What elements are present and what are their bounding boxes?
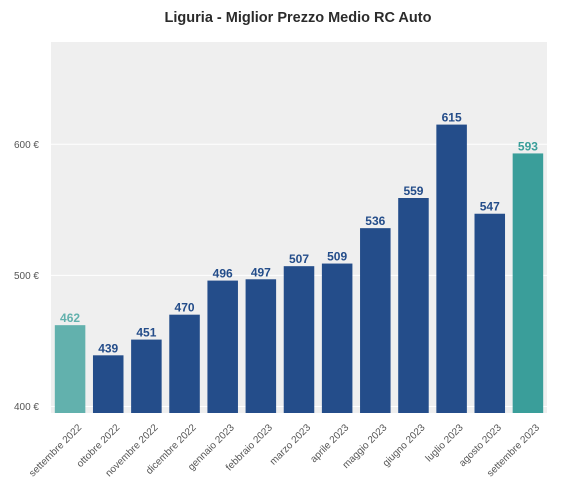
y-tick-label: 600 € xyxy=(14,140,39,151)
value-label: 507 xyxy=(289,252,309,266)
chart-title: Liguria - Miglior Prezzo Medio RC Auto xyxy=(165,10,432,26)
bar xyxy=(207,280,238,413)
value-label: 509 xyxy=(327,250,347,264)
value-label: 496 xyxy=(213,267,233,281)
value-label: 536 xyxy=(365,214,385,228)
bar xyxy=(436,124,467,414)
bar xyxy=(245,279,277,413)
y-axis-tick-labels: 400 € 500 € 600 € xyxy=(14,140,39,413)
bar xyxy=(321,263,353,413)
bar xyxy=(92,355,124,413)
value-label: 462 xyxy=(60,311,80,325)
value-label: 451 xyxy=(136,326,156,340)
bar xyxy=(398,198,429,413)
x-tick-label: marzo 2023 xyxy=(268,422,313,467)
value-label: 497 xyxy=(251,265,271,279)
bar xyxy=(474,213,506,413)
y-tick-label: 500 € xyxy=(14,271,39,282)
bars xyxy=(54,124,544,414)
value-label: 439 xyxy=(98,341,118,355)
bar xyxy=(169,314,200,413)
x-tick-label: settembre 2022 xyxy=(27,422,84,479)
value-label: 470 xyxy=(175,301,195,315)
y-tick-label: 400 € xyxy=(14,402,39,413)
bar xyxy=(283,266,315,413)
bar xyxy=(360,228,391,413)
value-label: 559 xyxy=(403,184,423,198)
value-label: 593 xyxy=(518,139,538,153)
value-label: 547 xyxy=(480,200,500,214)
value-label: 615 xyxy=(442,111,462,125)
bar xyxy=(54,325,86,413)
value-labels: 462 439 451 470 496 497 507 509 536 559 615 547 593 xyxy=(60,111,538,356)
bar xyxy=(512,153,544,413)
bar xyxy=(131,339,162,413)
